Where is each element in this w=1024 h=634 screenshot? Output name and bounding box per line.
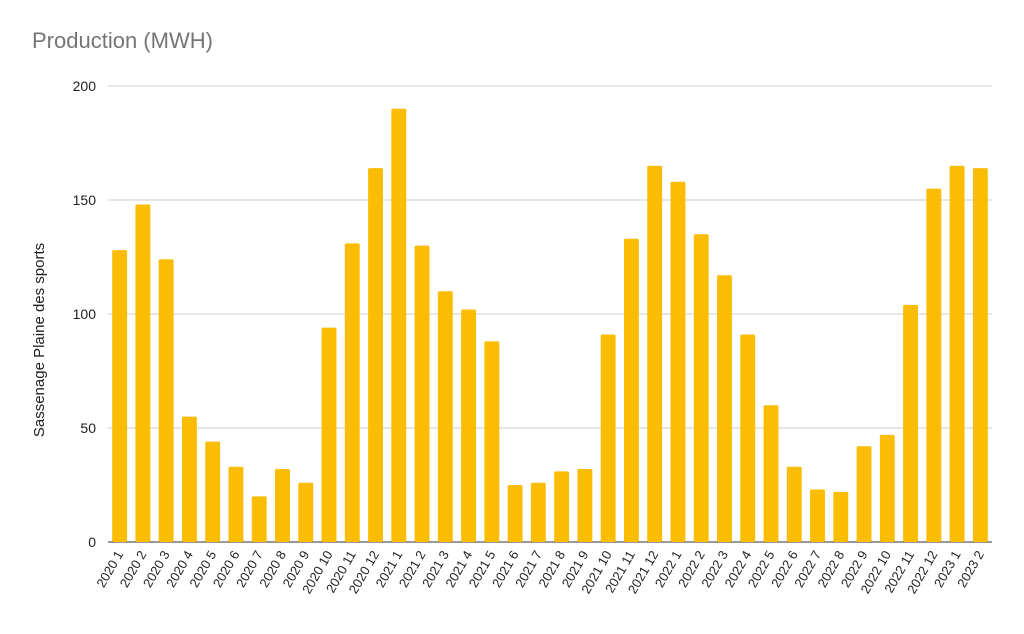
chart-title: Production (MWH) — [32, 28, 213, 53]
bar — [647, 165, 663, 543]
bar — [158, 259, 174, 542]
bar — [554, 471, 570, 542]
bar — [251, 496, 267, 542]
y-tick-label: 100 — [73, 306, 97, 322]
bar — [181, 416, 197, 542]
bar — [949, 165, 965, 543]
bar — [484, 341, 500, 542]
y-axis-label: Sassenage Plaine des sports — [31, 243, 48, 437]
bar — [461, 309, 477, 542]
bar — [786, 466, 802, 542]
bar — [344, 243, 360, 542]
y-axis-ticks: 0 50 100 150 200 — [73, 78, 97, 550]
y-tick-label: 200 — [73, 78, 97, 94]
bar — [135, 204, 151, 542]
bar — [205, 441, 221, 542]
bars — [112, 108, 988, 543]
bar — [810, 489, 825, 542]
bar — [298, 482, 314, 542]
bar — [972, 168, 988, 542]
bar — [368, 168, 383, 542]
bar — [577, 469, 593, 542]
bar — [321, 327, 337, 542]
bar — [693, 234, 709, 542]
bar — [414, 245, 430, 542]
bar — [717, 275, 732, 542]
bar — [670, 181, 686, 542]
bar — [623, 238, 639, 542]
bar — [530, 482, 546, 542]
y-tick-label: 0 — [88, 534, 96, 550]
bar — [228, 466, 244, 542]
bar — [507, 485, 523, 542]
bar — [833, 491, 849, 542]
bar — [763, 405, 779, 542]
bar — [879, 434, 895, 542]
y-tick-label: 50 — [80, 420, 96, 436]
y-tick-label: 150 — [73, 192, 97, 208]
bar — [600, 334, 616, 542]
bar — [391, 108, 407, 543]
bar — [740, 334, 756, 542]
bar — [437, 291, 453, 542]
bar — [275, 469, 290, 542]
bar — [856, 446, 872, 542]
bar — [903, 304, 919, 542]
bar — [926, 188, 942, 542]
bar — [112, 250, 128, 542]
